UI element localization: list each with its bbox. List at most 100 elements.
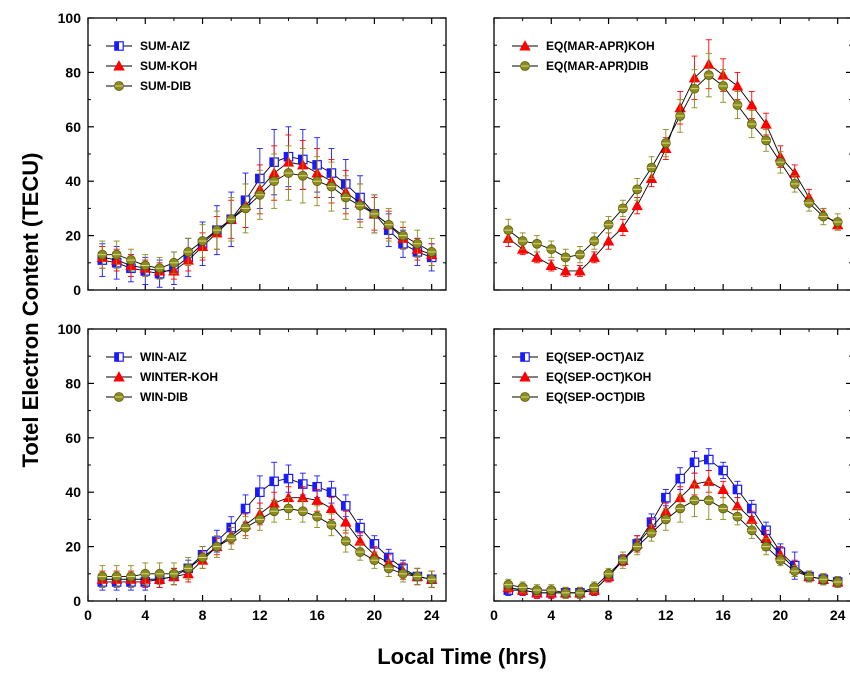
panel-bottom-left-series-2 xyxy=(97,497,437,588)
panel-bottom-left-xtick-label: 12 xyxy=(252,607,268,623)
panel-top-left-data-point xyxy=(283,168,294,178)
panel-bottom-left-xtick-label: 20 xyxy=(367,607,383,623)
panel-bottom-left-ytick-label: 100 xyxy=(58,321,82,337)
panel-bottom-left-ytick-label: 20 xyxy=(65,539,81,555)
panel-bottom-right-data-point xyxy=(718,465,728,476)
panel-bottom-right-data-point xyxy=(703,454,714,465)
panel-top-left-data-point xyxy=(226,214,237,225)
panel-bottom-left-data-point xyxy=(240,522,251,533)
panel-bottom-right-data-point-fill xyxy=(747,504,752,513)
panel-top-left-data-point xyxy=(240,203,251,214)
panel-top-left-data-point-fill xyxy=(327,168,332,178)
panel-bottom-left-data-point-fill xyxy=(398,564,404,573)
panel-bottom-left-ytick-label: 40 xyxy=(65,484,81,500)
panel-top-left-data-point-fill xyxy=(341,179,346,189)
panel-top-left-data-point xyxy=(254,189,265,200)
panel-bottom-right-data-point xyxy=(517,582,528,593)
panel-top-right-data-point xyxy=(588,251,600,262)
panel-bottom-left-xtick-label: 16 xyxy=(309,607,325,623)
panel-bottom-right-data-point xyxy=(546,585,557,596)
panel-bottom-left: 0 20 40 60 80 100 0 4 8 12 16 20 24 WIN-AIZ WINTER-KOH… xyxy=(58,321,447,623)
panel-top-left-series-line xyxy=(102,161,432,272)
panel-top-left-ytick-label: 80 xyxy=(65,64,81,80)
panel-bottom-left-legend-marker xyxy=(113,371,125,382)
panel-bottom-right-data-point-fill xyxy=(647,517,652,527)
panel-top-left-data-point-fill xyxy=(241,196,246,205)
panel-bottom-left-data-point-fill xyxy=(384,553,389,562)
panel-bottom-left-data-point-fill xyxy=(370,539,375,549)
panel-top-left-data-point-fill xyxy=(184,253,189,262)
panel-top-left-legend-marker-fill xyxy=(114,41,119,51)
panel-top-right-data-point xyxy=(574,265,586,276)
panel-top-left-data-point xyxy=(211,225,222,236)
panel-top-left-data-point xyxy=(197,236,208,246)
panel-top-right-data-point xyxy=(546,244,557,255)
panel-bottom-right-legend: EQ(SEP-OCT)AIZ EQ(SEP-OCT)KOH EQ(SEP-OCT)D… xyxy=(512,350,651,404)
panel-top-right-data-point xyxy=(660,138,671,149)
panel-bottom-right-data-point xyxy=(675,503,686,514)
panel-bottom-right-series-line xyxy=(508,459,838,594)
panel-bottom-left-data-point-fill xyxy=(298,479,303,489)
panel-bottom-right-xtick-label: 8 xyxy=(605,607,613,623)
panel-top-left-data-point xyxy=(126,255,136,265)
panel-top-left-ytick-label: 100 xyxy=(58,10,82,26)
panel-top-left-data-point-fill xyxy=(298,155,303,164)
panel-bottom-left-xtick-label: 0 xyxy=(84,607,92,623)
panel-bottom-left-data-point xyxy=(97,571,108,582)
panel-bottom-right-data-point xyxy=(560,587,571,598)
panel-bottom-left-data-point xyxy=(312,511,323,522)
panel-bottom-left-data-point xyxy=(269,476,279,487)
panel-bottom-left-series-line xyxy=(102,497,432,580)
panel-top-right-data-point xyxy=(746,119,757,129)
panel-bottom-left-ytick-label: 60 xyxy=(65,430,81,446)
panel-top-left-data-point-fill xyxy=(312,160,318,170)
panel-bottom-left-data-point xyxy=(426,574,437,585)
panel-bottom-left-data-point xyxy=(240,503,251,514)
panel-top-left-data-point xyxy=(297,170,308,181)
panel-top-left-series-line xyxy=(102,172,432,269)
panel-bottom-left-ytick-label: 80 xyxy=(65,375,81,391)
panel-top-left-series-2 xyxy=(97,145,437,280)
panel-top-right-legend-marker xyxy=(519,40,531,51)
panel-bottom-left-xtick-label: 8 xyxy=(199,607,207,623)
panel-bottom-right-xtick-label: 20 xyxy=(773,607,789,623)
panel-bottom-right-data-point xyxy=(761,541,771,552)
panel-bottom-right-data-point xyxy=(703,495,714,506)
panel-bottom-left-data-point xyxy=(297,506,308,517)
panel-top-left-data-point xyxy=(183,247,194,257)
panel-top-left-legend-label: SUM-AIZ xyxy=(140,39,190,53)
panel-bottom-left-data-point xyxy=(325,502,338,514)
panel-bottom-left-data-point-fill xyxy=(327,488,332,497)
panel-top-left-data-point-fill xyxy=(269,157,275,167)
panel-bottom-left-data-point-fill xyxy=(269,477,275,486)
panel-top-left-data-point xyxy=(412,238,423,249)
panel-top-left-legend-marker xyxy=(114,41,124,51)
panel-bottom-right-data-point-fill xyxy=(661,493,666,502)
panel-bottom-right-legend-marker xyxy=(520,392,530,402)
panel-bottom-right-data-point-fill xyxy=(704,455,709,464)
panel-top-left-data-point xyxy=(369,208,380,219)
panel-top-right-legend-label: EQ(MAR-APR)KOH xyxy=(546,39,655,53)
panel-bottom-right-data-point xyxy=(746,525,757,536)
panel-top-right: EQ(MAR-APR)KOH EQ(MAR-APR)DIB xyxy=(493,17,850,291)
panel-bottom-right-data-point xyxy=(718,503,729,514)
panel-top-right-series-line xyxy=(508,63,838,272)
x-axis-title: Local Time (hrs) xyxy=(377,644,547,669)
panel-bottom-right-legend-label: EQ(SEP-OCT)KOH xyxy=(546,370,651,384)
panel-top-left-data-point xyxy=(326,181,337,192)
panel-bottom-left-data-point xyxy=(255,487,265,497)
panel-bottom-left-data-point xyxy=(211,541,222,552)
panel-top-right-data-point xyxy=(589,236,600,246)
panel-top-left-data-point xyxy=(169,257,179,268)
panel-top-left-data-point-fill xyxy=(384,225,389,235)
panel-top-right-data-point xyxy=(559,265,572,276)
panel-bottom-right-data-point xyxy=(532,585,542,596)
panel-bottom-right-series-line xyxy=(508,480,838,594)
panel-top-left-legend-label: SUM-DIB xyxy=(140,79,192,93)
panel-top-left-data-point-fill xyxy=(284,152,289,161)
panel-top-right-data-point xyxy=(575,249,585,260)
panel-bottom-left-data-point xyxy=(126,571,136,582)
panel-top-right-data-point xyxy=(560,252,571,263)
panel-top-left-legend: SUM-AIZ SUM-KOH SUM-DIB xyxy=(106,39,197,93)
panel-bottom-left-data-point xyxy=(311,494,323,505)
